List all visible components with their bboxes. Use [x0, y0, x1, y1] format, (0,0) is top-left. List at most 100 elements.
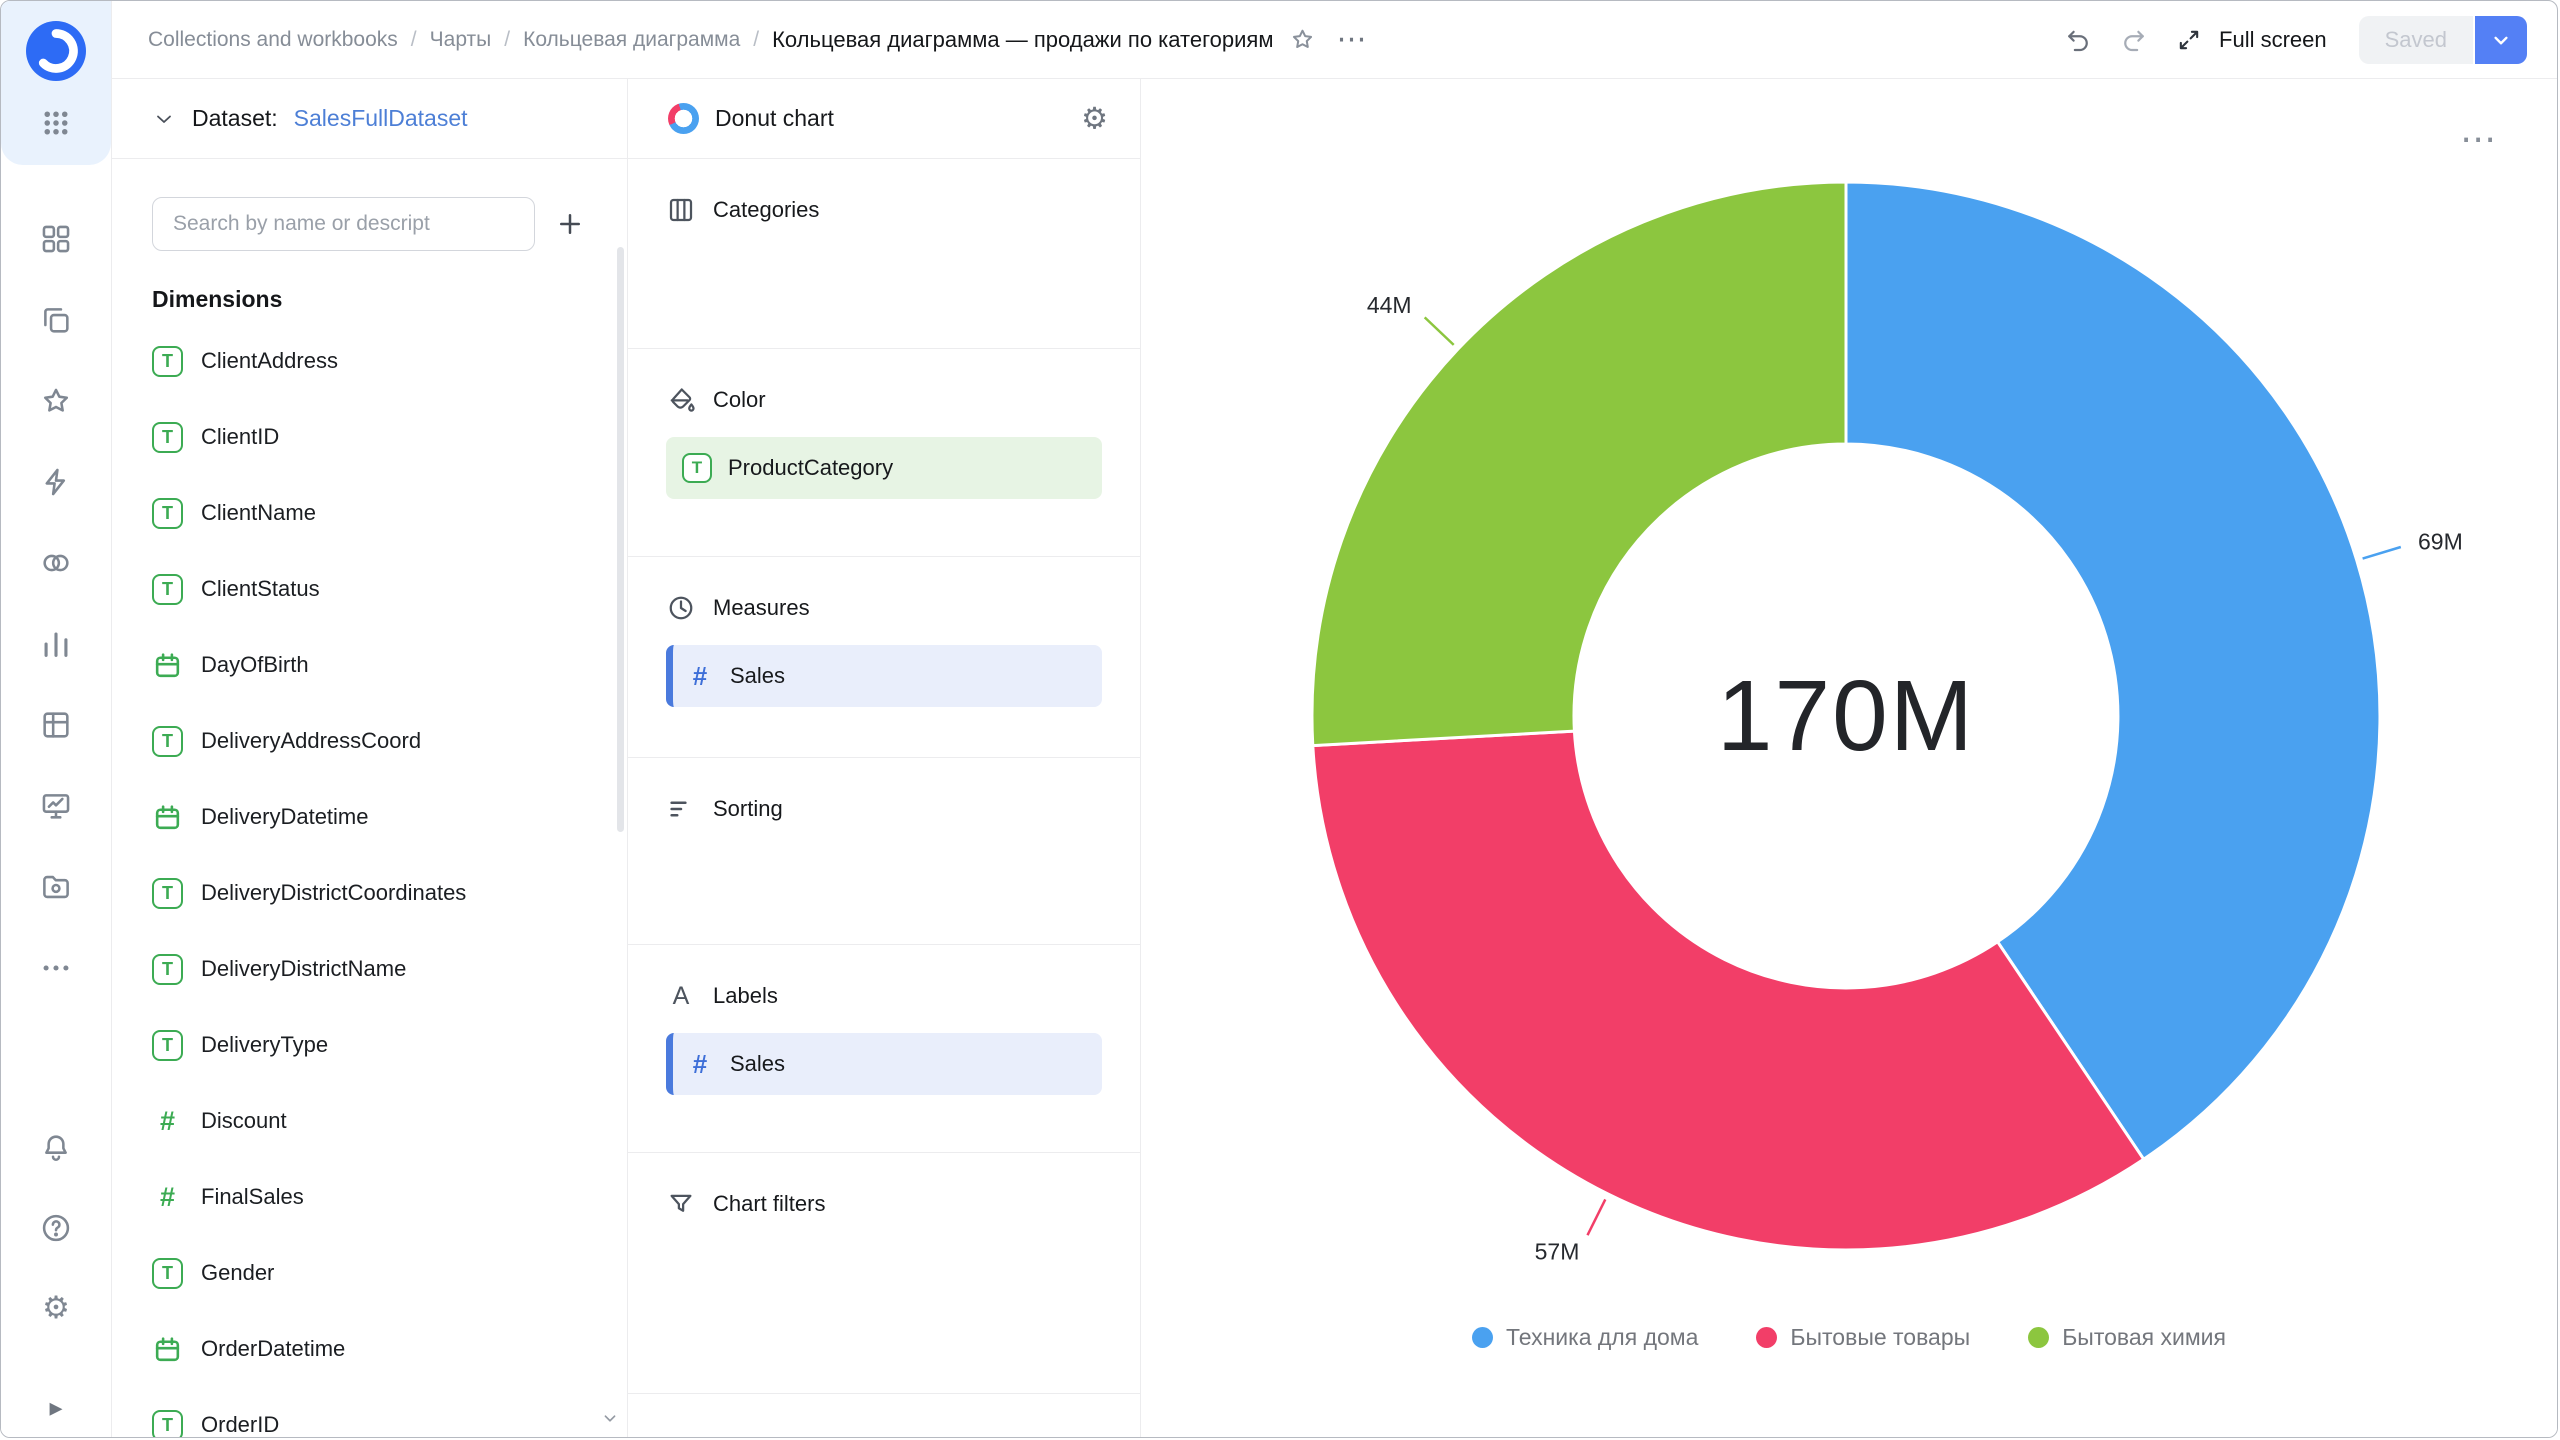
- dimensions-field-list: T ClientAddress T ClientID T ClientName T Clien…: [112, 323, 627, 1437]
- storage-icon[interactable]: [38, 869, 74, 905]
- section-labels[interactable]: A Labels # Sales: [628, 945, 1140, 1153]
- section-chart-filters[interactable]: Chart filters: [628, 1153, 1140, 1394]
- field-name: ClientAddress: [201, 348, 338, 373]
- text-field-icon: T: [152, 421, 183, 453]
- favorite-star-icon[interactable]: [1289, 26, 1316, 53]
- text-field-icon: T: [152, 345, 183, 377]
- scroll-down-chevron-icon[interactable]: [599, 1407, 621, 1429]
- section-sorting[interactable]: Sorting: [628, 758, 1140, 945]
- title-more-options-icon[interactable]: ⋯: [1336, 22, 1369, 56]
- breadcrumb-charts[interactable]: Чарты: [429, 27, 492, 51]
- legend-item-1[interactable]: Бытовые товары: [1756, 1324, 1970, 1351]
- add-field-button[interactable]: [545, 199, 595, 249]
- field-item-deliveryaddresscoord[interactable]: T DeliveryAddressCoord: [112, 703, 627, 779]
- text-field-icon: T: [152, 497, 183, 529]
- collections-icon[interactable]: [38, 302, 74, 338]
- text-field-icon: T: [152, 725, 183, 757]
- text-field-icon: T: [682, 453, 712, 483]
- filter-funnel-icon: [666, 1189, 696, 1219]
- calendar-field-icon: [152, 650, 183, 681]
- help-icon[interactable]: [38, 1210, 74, 1246]
- field-item-clientaddress[interactable]: T ClientAddress: [112, 323, 627, 399]
- left-rail: ⚙ ▸: [1, 1, 112, 1437]
- quick-actions-icon[interactable]: [38, 464, 74, 500]
- calendar-field-icon: [152, 802, 183, 833]
- label-leader-line: [1423, 316, 1455, 346]
- legend-label: Бытовые товары: [1790, 1324, 1971, 1350]
- field-item-deliverytype[interactable]: T DeliveryType: [112, 1007, 627, 1083]
- services-icon[interactable]: [38, 545, 74, 581]
- donut-slice-1[interactable]: [1311, 729, 2146, 1252]
- chevron-down-icon[interactable]: [152, 107, 176, 131]
- apps-grid-icon[interactable]: [38, 105, 74, 141]
- legend-item-0[interactable]: Техника для дома: [1472, 1324, 1698, 1351]
- field-item-orderid[interactable]: T OrderID: [112, 1387, 627, 1437]
- text-field-icon: T: [152, 877, 183, 909]
- label-leader-line: [2362, 545, 2402, 560]
- fullscreen-label[interactable]: Full screen: [2219, 26, 2327, 52]
- slice-value-label: 69M: [2418, 529, 2463, 555]
- chart-type-label[interactable]: Donut chart: [715, 105, 834, 131]
- chart-settings-gear-icon[interactable]: ⚙: [1081, 101, 1108, 136]
- breadcrumb-separator: /: [504, 27, 511, 51]
- more-icon[interactable]: [38, 950, 74, 986]
- breadcrumb-collections[interactable]: Collections and workbooks: [148, 27, 398, 51]
- donut-slice-2[interactable]: [1310, 180, 1848, 748]
- widgets-icon[interactable]: [38, 221, 74, 257]
- field-item-deliverydatetime[interactable]: DeliveryDatetime: [112, 779, 627, 855]
- datalens-logo[interactable]: [26, 21, 86, 81]
- field-item-dayofbirth[interactable]: DayOfBirth: [112, 627, 627, 703]
- chip-label: Sales: [730, 1051, 786, 1076]
- field-item-clientid[interactable]: T ClientID: [112, 399, 627, 475]
- number-field-icon: #: [692, 1048, 708, 1079]
- section-label: Sorting: [713, 796, 783, 821]
- expand-panel-icon[interactable]: ▸: [49, 1392, 63, 1422]
- saved-button[interactable]: Saved: [2358, 15, 2473, 64]
- field-search-row: [152, 197, 595, 251]
- tables-icon[interactable]: [38, 707, 74, 743]
- field-item-clientstatus[interactable]: T ClientStatus: [112, 551, 627, 627]
- scrollbar-thumb[interactable]: [617, 247, 624, 832]
- main-column: Collections and workbooks / Чарты / Коль…: [112, 1, 2557, 1437]
- undo-icon[interactable]: [2063, 25, 2093, 55]
- dataset-name-link[interactable]: SalesFullDataset: [293, 105, 468, 131]
- field-item-deliverydistrictname[interactable]: T DeliveryDistrictName: [112, 931, 627, 1007]
- breadcrumb-donut-chart[interactable]: Кольцевая диаграмма: [523, 27, 741, 51]
- chart-more-options-icon[interactable]: ⋯: [2460, 118, 2499, 159]
- notifications-bell-icon[interactable]: [38, 1130, 74, 1166]
- monitoring-icon[interactable]: [38, 788, 74, 824]
- section-measures[interactable]: Measures # Sales: [628, 557, 1140, 758]
- field-search-input[interactable]: [152, 197, 535, 251]
- legend-color-dot: [2028, 1327, 2050, 1348]
- labels-chip-sales[interactable]: # Sales: [666, 1033, 1102, 1095]
- legend-item-2[interactable]: Бытовая химия: [2028, 1324, 2226, 1351]
- field-item-deliverydistrictcoordinates[interactable]: T DeliveryDistrictCoordinates: [112, 855, 627, 931]
- color-chip-productcategory[interactable]: T ProductCategory: [666, 437, 1102, 499]
- field-name: ClientID: [201, 424, 280, 449]
- measures-chip-sales[interactable]: # Sales: [666, 645, 1102, 707]
- charts-icon[interactable]: [38, 626, 74, 662]
- donut-chart: 69M 57M 44M 170M: [1310, 180, 2463, 1264]
- field-item-discount[interactable]: # Discount: [112, 1083, 627, 1159]
- fullscreen-icon[interactable]: [2175, 26, 2203, 54]
- redo-icon[interactable]: [2119, 25, 2149, 55]
- field-name: Discount: [201, 1108, 287, 1133]
- text-field-icon: T: [152, 953, 183, 985]
- favorites-star-icon[interactable]: [38, 383, 74, 419]
- field-item-orderdatetime[interactable]: OrderDatetime: [112, 1311, 627, 1387]
- settings-gear-icon[interactable]: ⚙: [42, 1289, 70, 1326]
- field-item-gender[interactable]: T Gender: [112, 1235, 627, 1311]
- label-leader-line: [1586, 1198, 1607, 1236]
- chip-label: Sales: [730, 663, 786, 688]
- section-categories[interactable]: Categories: [628, 159, 1140, 349]
- section-color[interactable]: Color T ProductCategory: [628, 349, 1140, 557]
- donut-slice-0[interactable]: [1844, 180, 2382, 1162]
- save-dropdown-button[interactable]: [2475, 15, 2527, 64]
- rail-navigation: [38, 221, 74, 986]
- field-item-finalsales[interactable]: # FinalSales: [112, 1159, 627, 1235]
- section-label: Categories: [713, 197, 820, 222]
- text-field-icon: T: [152, 1409, 183, 1437]
- section-label: Color: [713, 387, 766, 412]
- field-item-clientname[interactable]: T ClientName: [112, 475, 627, 551]
- chart-type-header: Donut chart ⚙: [628, 79, 1140, 159]
